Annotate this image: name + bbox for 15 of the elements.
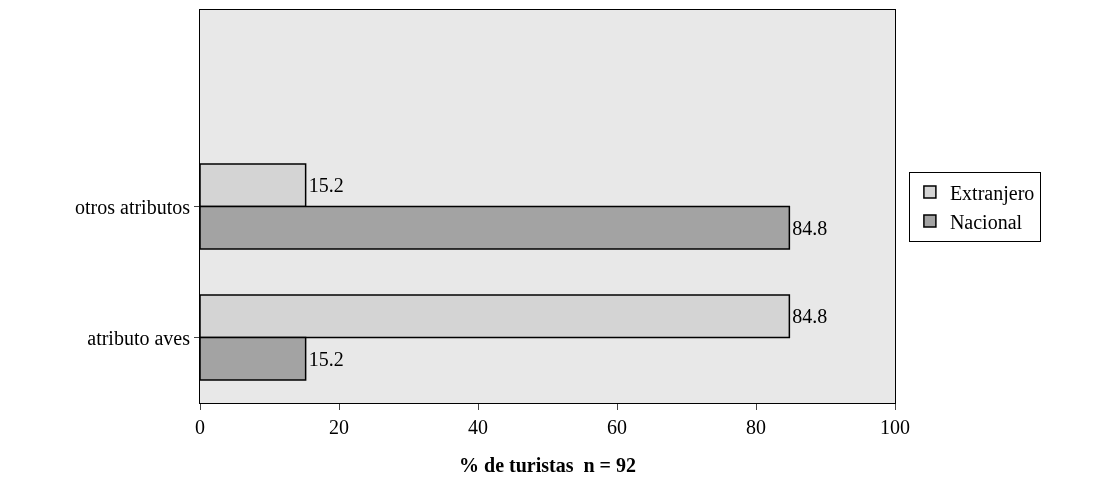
data-label: 84.8: [792, 305, 828, 328]
data-label: 15.2: [308, 174, 344, 197]
x-tick-label: 0: [195, 416, 205, 438]
x-tick-label: 20: [329, 416, 349, 438]
x-tick-label: 60: [607, 416, 627, 438]
x-tick-label: 100: [880, 416, 910, 438]
legend-label: Extranjero: [949, 181, 1035, 205]
data-label: 84.8: [792, 216, 828, 239]
legend-label: Nacional: [949, 210, 1023, 233]
x-axis-title: % de turistas n = 92: [459, 453, 636, 476]
y-tick-label: atributo aves: [87, 326, 191, 349]
x-tick-label: 80: [746, 416, 766, 438]
data-label: 15.2: [308, 347, 344, 370]
y-tick-label: otros atributos: [75, 195, 191, 218]
x-tick-label: 40: [468, 416, 488, 438]
